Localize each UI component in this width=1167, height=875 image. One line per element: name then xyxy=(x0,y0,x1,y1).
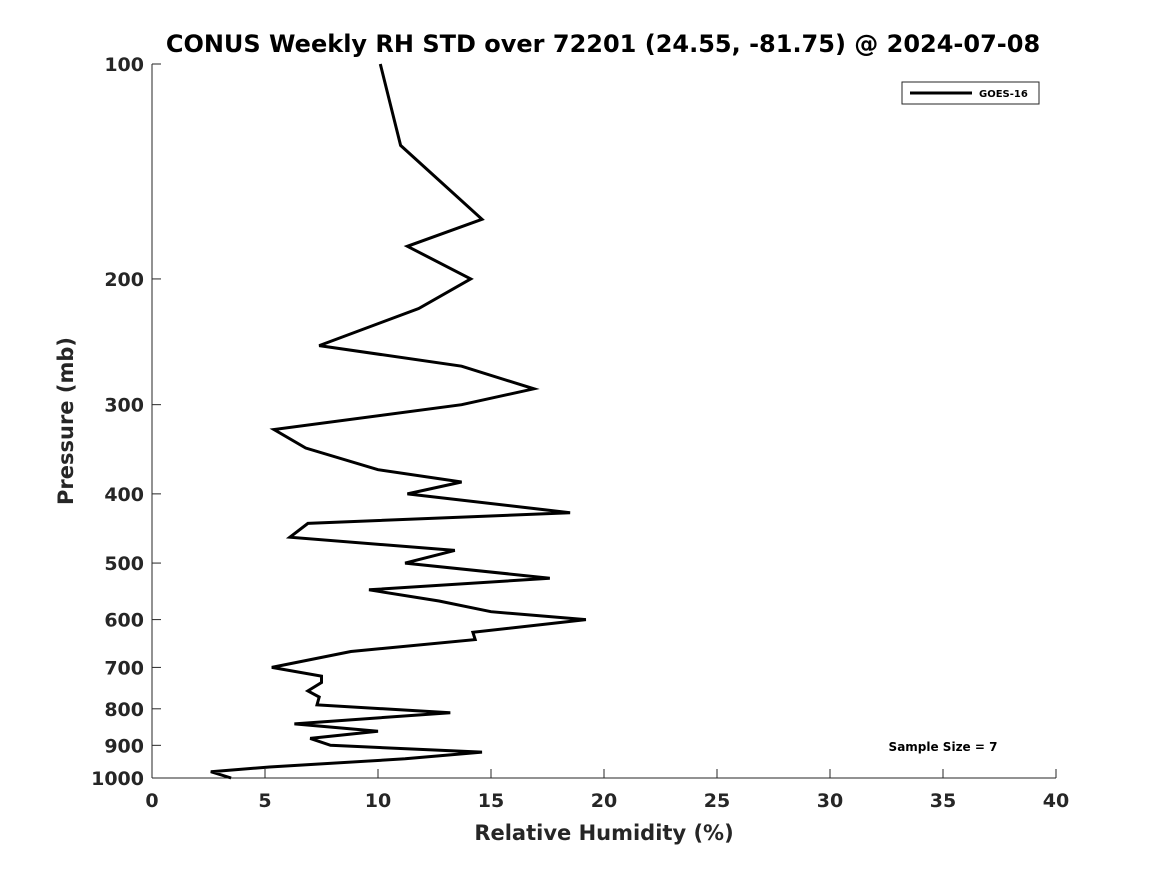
x-tick-label: 10 xyxy=(365,790,391,812)
y-axis-label: Pressure (mb) xyxy=(54,337,78,505)
x-tick-label: 0 xyxy=(145,790,158,812)
x-tick-label: 20 xyxy=(591,790,617,812)
x-tick-label: 35 xyxy=(930,790,956,812)
x-tick-label: 5 xyxy=(258,790,271,812)
series-line-goes-16 xyxy=(210,63,587,780)
x-axis-ticks: 0 5 10 15 20 25 30 35 40 xyxy=(145,769,1069,812)
legend: GOES-16 xyxy=(901,81,1040,105)
y-tick-label: 200 xyxy=(104,269,144,291)
y-tick-label: 400 xyxy=(104,484,144,506)
y-tick-label: 100 xyxy=(104,54,144,76)
x-tick-label: 15 xyxy=(478,790,504,812)
plot-background xyxy=(152,64,1056,778)
y-tick-label: 500 xyxy=(104,553,144,575)
x-axis-label: Relative Humidity (%) xyxy=(474,821,733,845)
legend-entry-goes-16: GOES-16 xyxy=(979,89,1028,100)
x-tick-label: 25 xyxy=(704,790,730,812)
y-axis-ticks: 100 200 300 400 500 600 700 800 900 1000 xyxy=(91,54,161,790)
y-tick-label: 900 xyxy=(104,735,144,757)
plot-area xyxy=(151,64,1056,779)
y-tick-label: 300 xyxy=(104,395,144,417)
x-tick-label: 30 xyxy=(817,790,843,812)
y-tick-label: 600 xyxy=(104,610,144,632)
sample-size-annotation: Sample Size = 7 xyxy=(889,740,998,754)
series-layer xyxy=(210,63,587,780)
chart-title: CONUS Weekly RH STD over 72201 (24.55, -… xyxy=(166,30,1040,58)
y-tick-label: 800 xyxy=(104,699,144,721)
y-tick-label: 1000 xyxy=(91,768,144,790)
x-tick-label: 40 xyxy=(1043,790,1069,812)
y-tick-label: 700 xyxy=(104,657,144,679)
